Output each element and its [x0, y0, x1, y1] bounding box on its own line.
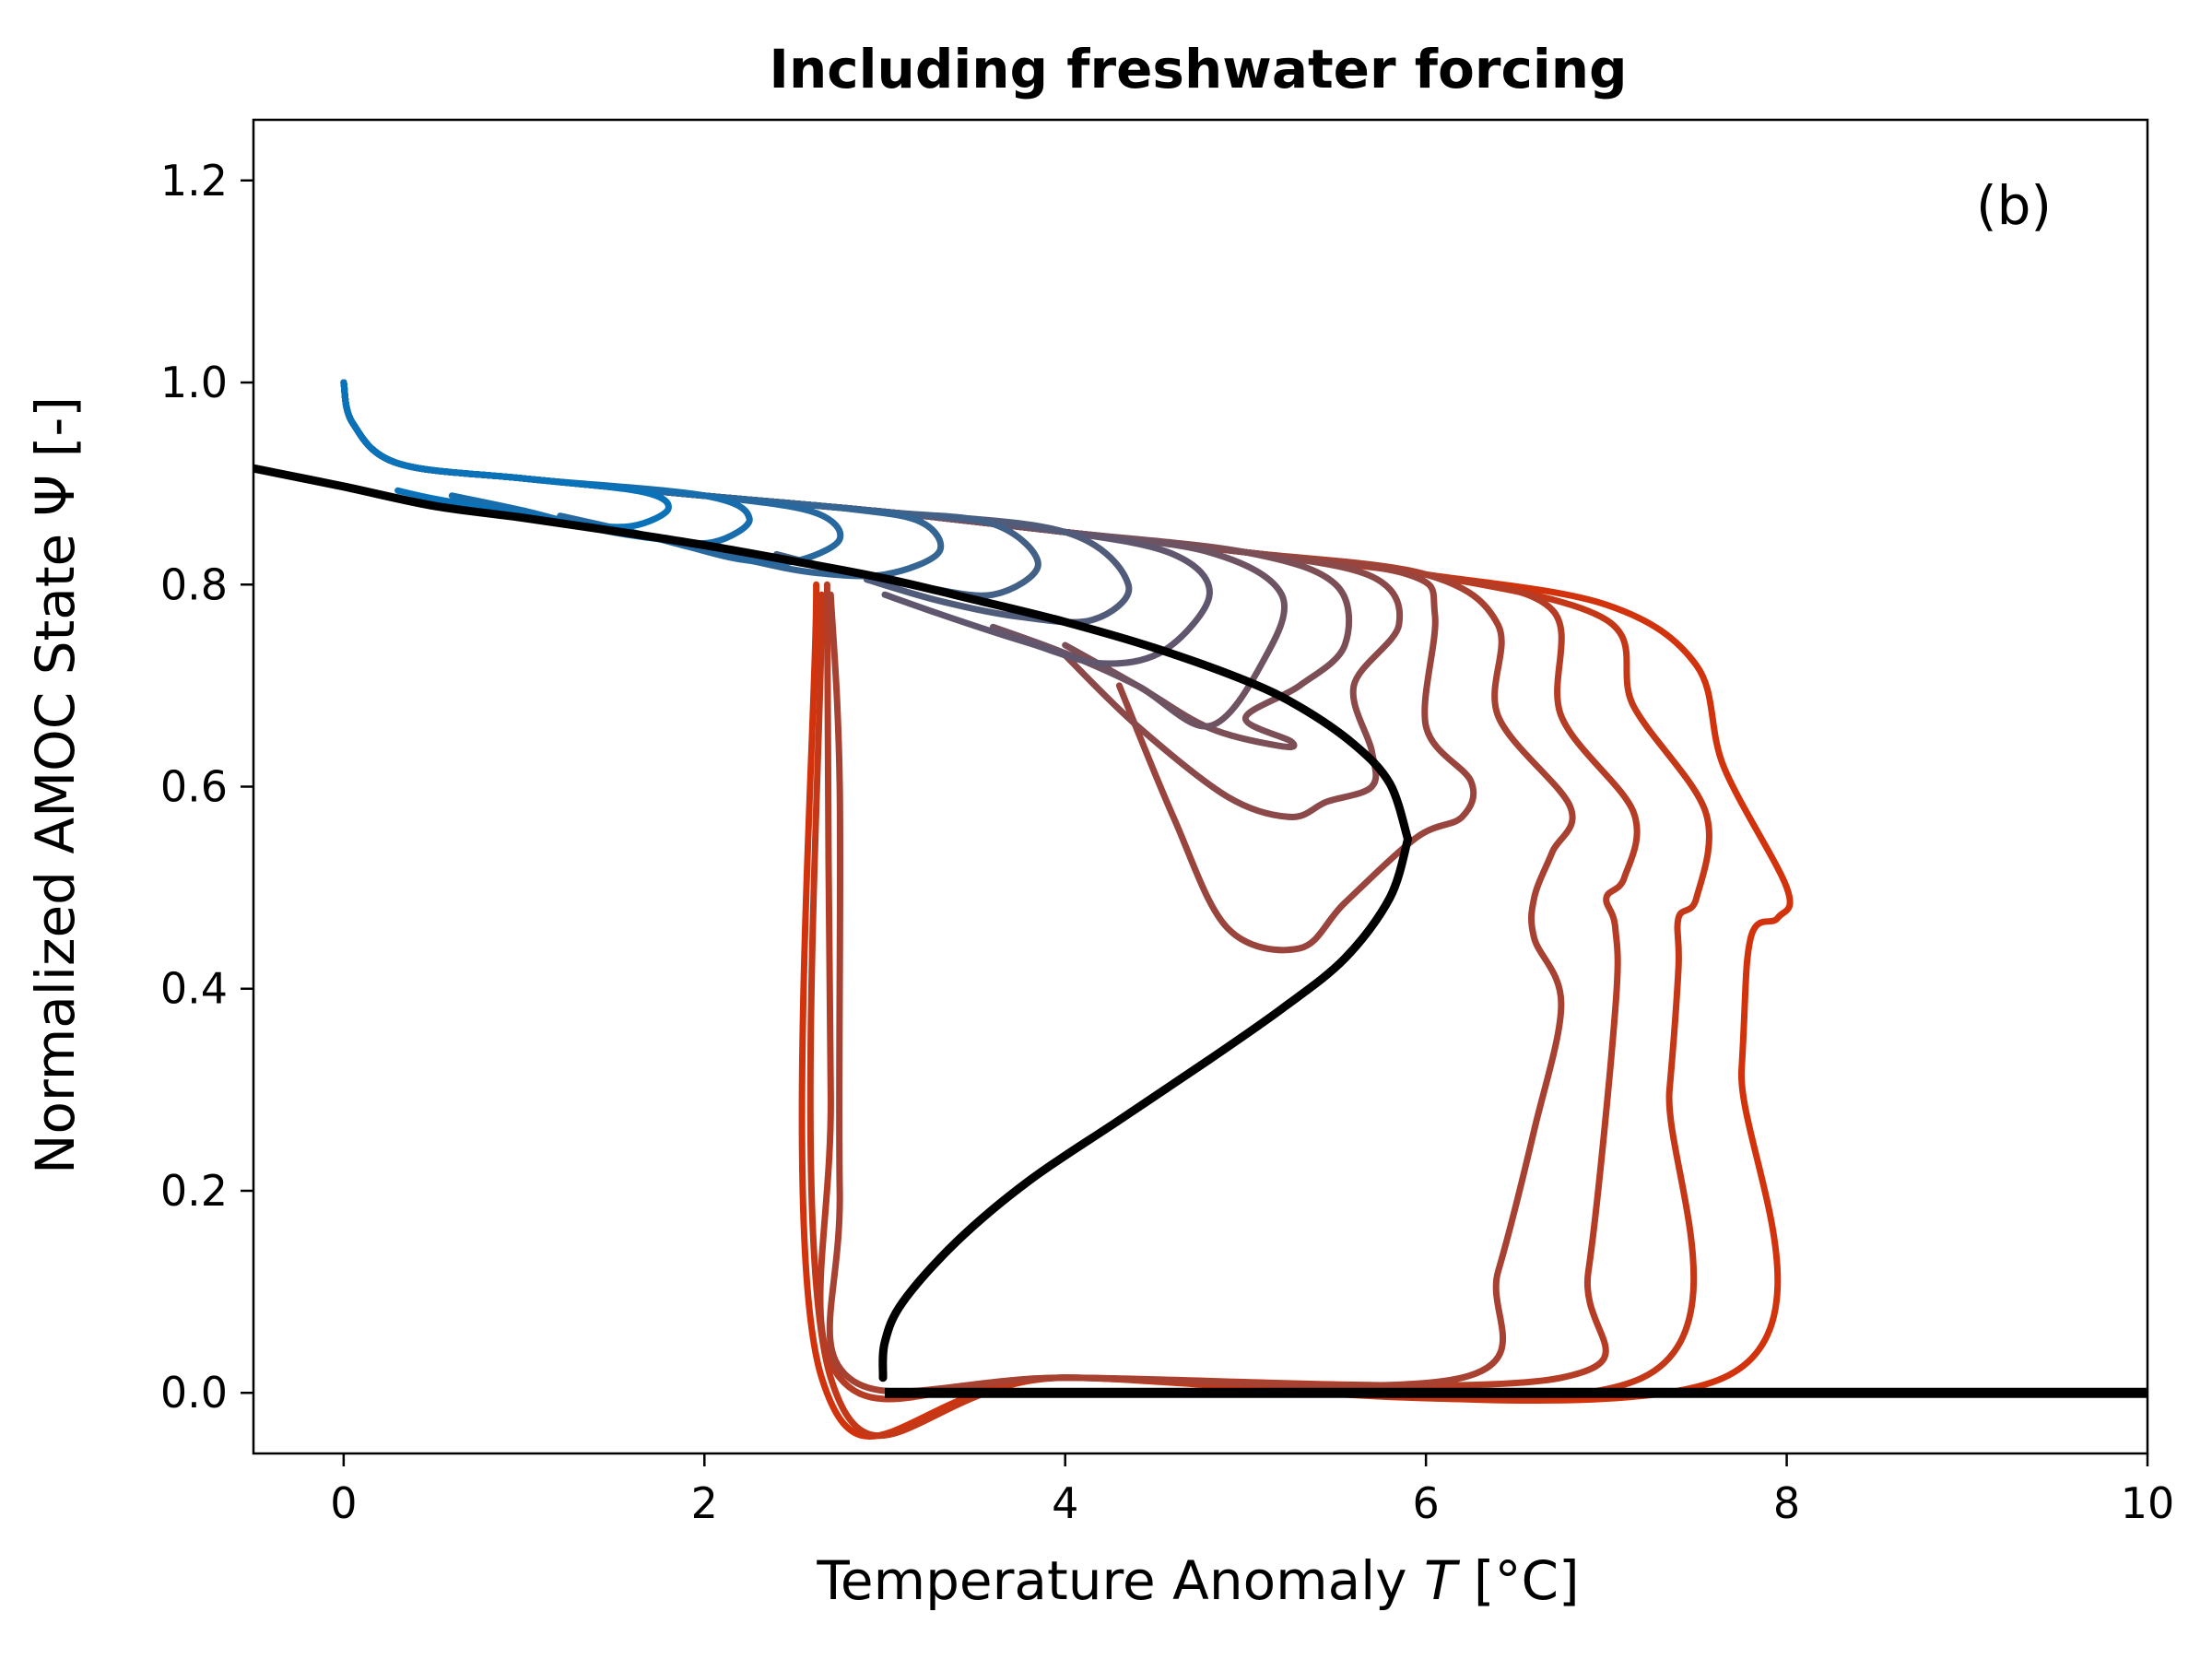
y-tick-label: 0.6 — [160, 762, 228, 812]
chart-title: Including freshwater forcing — [769, 38, 1627, 100]
x-tick-label: 10 — [2121, 1478, 2175, 1528]
y-axis-label: Normalized AMOC State Ψ [-] — [24, 396, 87, 1174]
y-tick-label: 0.0 — [160, 1368, 228, 1418]
x-axis-label: Temperature Anomaly T [°C] — [816, 1549, 1579, 1612]
equilibrium-upper-branch — [253, 464, 1413, 843]
x-tick-label: 6 — [1413, 1478, 1440, 1528]
x-axis-label-symbol: T — [1424, 1549, 1461, 1612]
x-axis-label-prefix: Temperature Anomaly — [816, 1549, 1424, 1612]
x-tick-label: 4 — [1052, 1478, 1078, 1528]
trajectory-line-1 — [340, 379, 672, 531]
x-axis-label-unit: [°C] — [1456, 1549, 1579, 1612]
plot-area — [253, 379, 2147, 1440]
panel-label: (b) — [1976, 174, 2052, 237]
x-tick-label: 8 — [1773, 1478, 1800, 1528]
y-tick-label: 0.4 — [160, 964, 228, 1014]
y-tick-label: 1.0 — [160, 358, 228, 407]
x-tick-label: 2 — [691, 1478, 718, 1528]
y-tick-label: 0.8 — [160, 559, 228, 609]
axes: 0 2 4 6 8 10 0.0 0.2 0.4 0.6 0.8 1.0 1.2 — [160, 118, 2175, 1528]
x-tick-label: 0 — [330, 1478, 357, 1528]
y-tick-label: 0.2 — [160, 1166, 228, 1216]
y-tick-label: 1.2 — [160, 156, 228, 206]
equilibrium-middle-branch — [878, 835, 1413, 1382]
